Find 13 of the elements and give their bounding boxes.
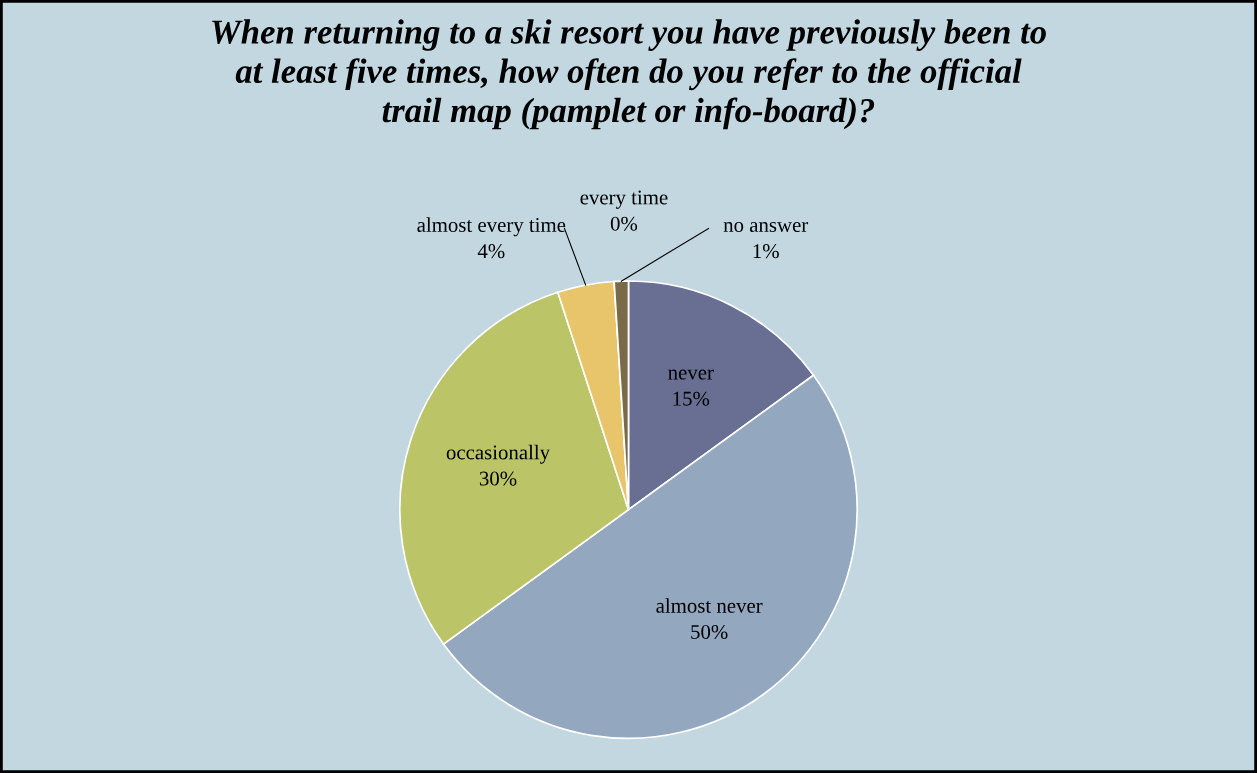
data-label: 4%	[477, 244, 505, 259]
text: 0%	[610, 216, 638, 231]
chart-title: When returning to a ski resort you have previously been to at least five times, how often do you refer to the official trail map (pamplet or info-board)?	[212, 19, 1046, 130]
slice-label: never	[668, 369, 714, 380]
slice-label: almost never	[656, 598, 763, 613]
data-label: 50%	[691, 624, 728, 640]
data-label: 30%	[479, 471, 517, 486]
category-label: every time	[580, 190, 668, 209]
data-label: 1%	[753, 244, 779, 259]
slice-label: occasionally	[446, 444, 550, 464]
slice-label: almost every time	[417, 217, 566, 237]
slice-label: no answer	[723, 221, 809, 233]
data-label: 15%	[673, 391, 710, 406]
